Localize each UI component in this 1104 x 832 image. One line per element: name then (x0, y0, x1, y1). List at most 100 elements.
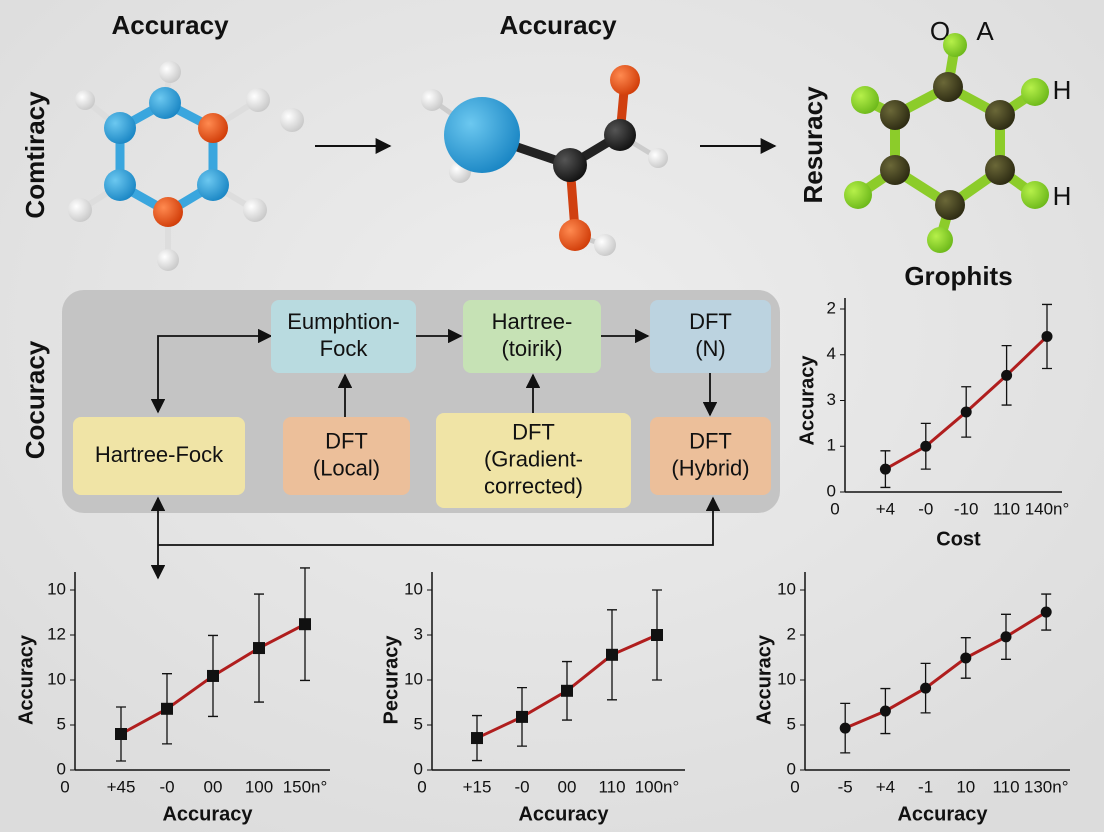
x-axis-label: Accuracy (897, 803, 988, 825)
node-label: DFT (325, 428, 368, 453)
x-tick-label: 110 (993, 499, 1020, 518)
point (299, 618, 311, 631)
y-tick-label: 10 (777, 669, 796, 688)
x-tick-label: 110 (992, 777, 1019, 796)
atom-label: H (1053, 75, 1072, 105)
node-label: DFT (689, 309, 732, 334)
x-tick-label: 00 (204, 777, 223, 796)
x-tick-label: +45 (107, 777, 136, 796)
point (651, 629, 663, 641)
x-tick-label: -0 (918, 499, 933, 518)
y-tick-label: 0 (827, 481, 836, 500)
y-axis-label: Accuracy (15, 634, 37, 725)
point (161, 702, 173, 715)
x-tick-label: 00 (558, 777, 577, 796)
x-tick-label: 10 (956, 777, 975, 796)
flowchart: Eumphtion-FockHartree-(toirik)DFT(N)Hart… (73, 300, 771, 580)
flow-node (283, 417, 410, 495)
x-tick-label: 140n° (1025, 499, 1070, 518)
y-tick-label: 1 (827, 436, 836, 455)
point (1040, 606, 1052, 618)
y-axis-label: Accuracy (796, 355, 818, 446)
point (960, 652, 972, 664)
molecule (68, 61, 304, 271)
y-tick-label: 3 (414, 624, 423, 643)
y-axis-label: Accuracy (753, 634, 775, 725)
node-label: Eumphtion- (287, 309, 400, 334)
y-tick-label: 12 (47, 624, 66, 643)
x-tick-label: +4 (876, 777, 895, 796)
point (606, 648, 618, 661)
point (879, 463, 891, 475)
atom-label: A (976, 16, 994, 46)
node-label: DFT (512, 419, 555, 444)
point (960, 406, 972, 418)
y-tick-label: 3 (827, 390, 836, 409)
flow-node (650, 300, 771, 373)
x-tick-label: 0 (60, 777, 69, 796)
point (1041, 330, 1053, 342)
flow-node (436, 413, 631, 508)
x-axis-label: Accuracy (162, 803, 253, 825)
x-tick-label: -5 (838, 777, 853, 796)
title: Accuracy (111, 10, 229, 40)
x-tick-label: 110 (598, 777, 625, 796)
point (1000, 631, 1012, 643)
node-label: corrected) (484, 473, 583, 498)
atom-label: H (1053, 181, 1072, 211)
y-tick-label: 5 (57, 714, 66, 733)
node-label: Hartree-Fock (95, 442, 224, 467)
x-tick-label: +4 (876, 499, 895, 518)
node-label: (toirik) (501, 336, 562, 361)
x-tick-label: 0 (417, 777, 426, 796)
node-label: DFT (689, 428, 732, 453)
title: Accuracy (499, 10, 617, 40)
side-label: Comtiracy (20, 91, 50, 219)
point (471, 732, 483, 745)
y-tick-label: 5 (414, 714, 423, 733)
node-label: (Local) (313, 455, 380, 480)
point (920, 440, 932, 452)
y-tick-label: 10 (404, 579, 423, 598)
y-tick-label: 10 (47, 579, 66, 598)
x-tick-label: -1 (918, 777, 933, 796)
node-label: Fock (320, 336, 369, 361)
y-tick-label: 4 (827, 344, 836, 363)
point (561, 684, 573, 697)
x-tick-label: 0 (790, 777, 799, 796)
point (207, 669, 219, 682)
trend-line (844, 610, 1047, 730)
chart: 0 1 3 4 2 0 +4 -0 -10 110 140n° Grophits Cost Accurac… (796, 261, 1069, 550)
side-label: Cocuracy (20, 340, 50, 459)
side-label: Resuracy (798, 86, 828, 204)
y-tick-label: 0 (787, 759, 796, 778)
y-axis-label: Pecuracy (380, 635, 402, 725)
x-tick-label: 150n° (283, 777, 328, 796)
point (1001, 369, 1013, 381)
chart: 0 5 10 2 10 0 -5 +4 -1 10 110 130n° Accuracy Accuracy (753, 572, 1070, 825)
x-tick-label: 100n° (635, 777, 680, 796)
point (920, 682, 932, 694)
y-tick-label: 0 (57, 759, 66, 778)
point (516, 710, 528, 723)
y-tick-label: 0 (414, 759, 423, 778)
y-tick-label: 5 (787, 714, 796, 733)
x-tick-label: -0 (159, 777, 174, 796)
y-tick-label: 10 (777, 579, 796, 598)
molecule (421, 65, 668, 256)
flow-node (650, 417, 771, 495)
y-tick-label: 10 (404, 669, 423, 688)
node-label: Hartree- (492, 309, 573, 334)
flow-node (73, 417, 245, 495)
x-tick-label: 100 (245, 777, 273, 796)
y-tick-label: 10 (47, 669, 66, 688)
node-label: (Hybrid) (671, 455, 749, 480)
point (253, 642, 265, 655)
flow-node (463, 300, 601, 373)
x-tick-label: 130n° (1024, 777, 1069, 796)
point (879, 705, 891, 717)
x-tick-label: +15 (463, 777, 492, 796)
